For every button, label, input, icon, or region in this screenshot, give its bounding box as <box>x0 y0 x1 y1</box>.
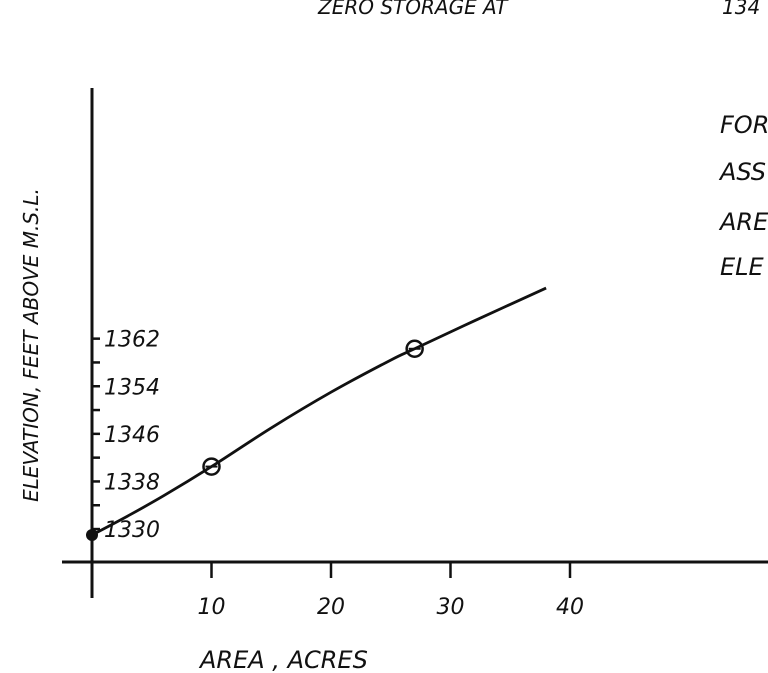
start-point <box>86 529 98 541</box>
x-tick-label: 30 <box>437 595 465 620</box>
circled-point <box>405 339 424 359</box>
side-note-line: ASS <box>718 158 766 186</box>
axes <box>62 88 768 598</box>
x-axis-label: AREA , ACRES <box>198 646 368 673</box>
x-tick-label: 10 <box>198 595 226 620</box>
y-tick-label: 1338 <box>104 470 160 495</box>
series-group <box>86 286 547 541</box>
side-note-line: FOR <box>720 111 768 139</box>
y-tick-label: 1330 <box>104 518 160 543</box>
side-note-line: ARE <box>718 208 768 236</box>
x-tick-label: 20 <box>317 595 345 620</box>
circled-point <box>202 457 221 476</box>
chart-title: ZERO STORAGE AT <box>317 0 509 19</box>
y-tick-label: 1362 <box>104 328 160 353</box>
side-note-line: ELE <box>720 253 765 281</box>
series-line <box>91 286 547 537</box>
x-tick-label: 40 <box>556 595 584 620</box>
x-ticks: 10 20 30 40 <box>198 562 584 620</box>
chart-title-right: 134 <box>722 0 760 19</box>
side-note: FOR ASS ARE ELE <box>718 111 768 281</box>
y-axis-label: ELEVATION, FEET ABOVE M.S.L. <box>19 188 43 502</box>
y-tick-label: 1346 <box>104 423 160 448</box>
y-ticks: 1330 1338 1346 1354 1362 <box>92 328 160 543</box>
y-tick-label: 1354 <box>104 375 160 400</box>
